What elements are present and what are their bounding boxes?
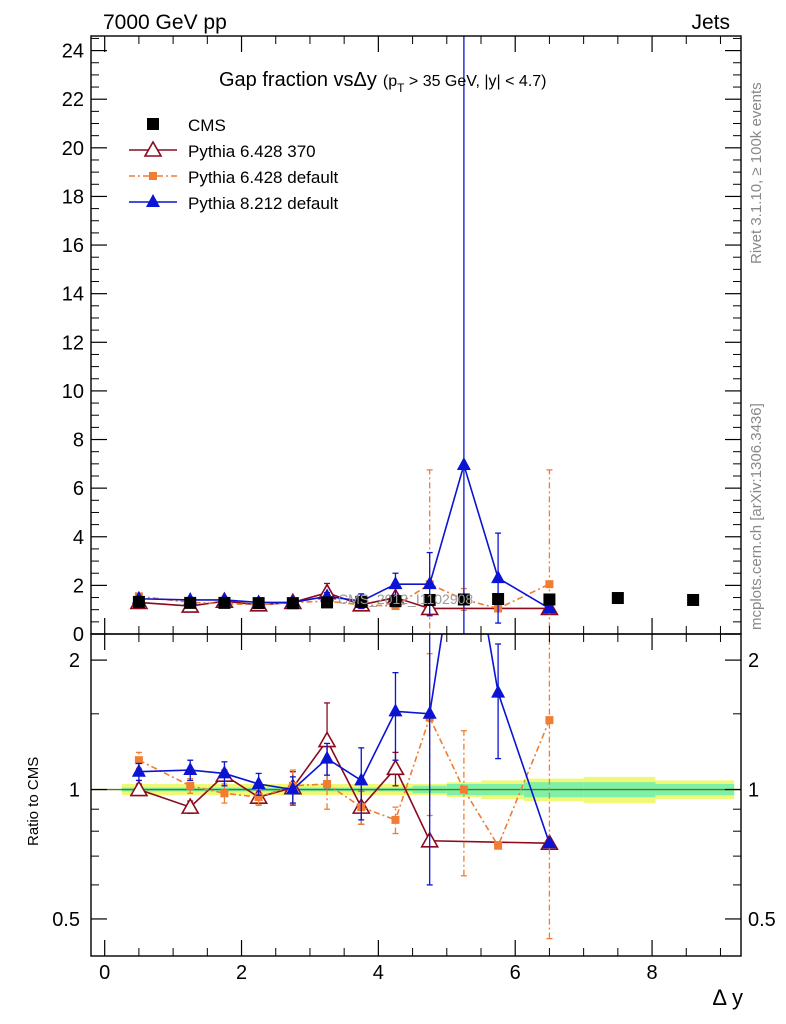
series-marker-ratio xyxy=(542,835,557,849)
header-energy-label: 7000 GeV pp xyxy=(103,11,227,34)
ratio-panel-frame xyxy=(90,633,742,957)
cms-data-point xyxy=(321,596,334,609)
y-tick-label: 4 xyxy=(73,527,84,549)
cms-data-point xyxy=(687,593,700,606)
series-line-main xyxy=(138,591,550,610)
x-axis-label: Δ y xyxy=(712,985,743,1010)
series-marker-ratio xyxy=(459,785,468,794)
legend-label: CMS xyxy=(188,116,226,135)
title-cut-rest: > 35 GeV, |y| < 4.7) xyxy=(404,73,546,90)
series-marker-ratio xyxy=(494,841,503,850)
series-marker-ratio xyxy=(131,763,146,777)
ratio-tick-label-right: 1 xyxy=(748,780,759,802)
cms-data-point xyxy=(611,592,624,605)
series-marker-ratio xyxy=(183,762,198,776)
ratio-y-axis-label: Ratio to CMS xyxy=(25,757,42,846)
ratio-tick-label-right: 2 xyxy=(748,650,759,672)
title-delta-y: Δy xyxy=(354,69,377,91)
x-tick-label: 4 xyxy=(373,962,384,984)
series-marker-main xyxy=(542,600,557,614)
cms-data-point xyxy=(492,592,505,605)
cms-data-point xyxy=(184,596,197,609)
ratio-panel-data xyxy=(129,634,559,940)
series-marker-ratio xyxy=(491,684,506,698)
series-marker-ratio xyxy=(388,703,403,717)
y-tick-label: 24 xyxy=(62,41,84,63)
y-tick-label: 20 xyxy=(62,138,84,160)
legend-marker xyxy=(143,140,163,157)
ratio-tick-label-left: 2 xyxy=(69,650,80,672)
cms-data-point xyxy=(423,593,436,606)
series-line-ratio xyxy=(138,715,551,848)
series-marker-ratio xyxy=(354,772,369,786)
y-tick-label: 18 xyxy=(62,186,84,208)
legend-marker xyxy=(146,194,160,207)
cms-data-point xyxy=(218,596,231,609)
series-marker-ratio xyxy=(251,776,266,790)
cms-data-point xyxy=(543,593,556,606)
mcplots-label: mcplots.cern.ch [arXiv:1306.3436] xyxy=(748,403,765,630)
legend-label: Pythia 8.212 default xyxy=(188,194,339,213)
series-marker-ratio xyxy=(186,781,195,790)
y-tick-label: 0 xyxy=(73,624,84,646)
series-marker-main xyxy=(388,576,403,590)
cms-data-point xyxy=(457,593,470,606)
cms-data-point xyxy=(132,595,145,608)
y-tick-label: 12 xyxy=(62,332,84,354)
y-tick-label: 14 xyxy=(62,284,84,306)
cms-data-point xyxy=(252,597,265,610)
x-tick-label: 8 xyxy=(646,962,657,984)
title-cut-open: (p xyxy=(383,73,397,90)
chart-title: Gap fraction vsΔy (pT > 35 GeV, |y| < 4.7… xyxy=(219,69,546,95)
series-marker-main xyxy=(456,457,471,471)
series-marker-ratio xyxy=(217,765,232,779)
analysis-watermark: CMS_2012_I1102908 xyxy=(338,591,473,607)
series-marker-main xyxy=(422,576,437,590)
legend-marker xyxy=(149,172,157,180)
y-tick-label: 22 xyxy=(62,89,84,111)
legend-marker xyxy=(147,118,159,130)
cms-data-point xyxy=(286,597,299,610)
series-marker-ratio xyxy=(134,756,143,765)
series-marker-ratio xyxy=(422,705,437,719)
y-tick-label: 6 xyxy=(73,478,84,500)
series-marker-ratio xyxy=(386,758,405,776)
series-marker-ratio xyxy=(323,780,332,789)
cms-data-point xyxy=(389,595,402,608)
legend-label: Pythia 6.428 default xyxy=(188,168,339,187)
main-panel-data xyxy=(129,36,700,634)
series-marker-ratio xyxy=(129,779,149,797)
legend: CMS Pythia 6.428 370 Pythia 6.428 default P… xyxy=(129,116,339,213)
rivet-version-label: Rivet 3.1.10, ≥ 100k events xyxy=(748,82,765,264)
series-line-main xyxy=(138,462,550,610)
y-tick-label: 8 xyxy=(73,430,84,452)
series-marker-ratio xyxy=(320,750,335,764)
series-marker-ratio xyxy=(391,815,400,824)
series-marker-ratio xyxy=(220,789,229,798)
ratio-tick-label-left: 1 xyxy=(69,780,80,802)
x-tick-label: 2 xyxy=(236,962,247,984)
series-marker-ratio xyxy=(254,793,263,802)
title-main: Gap fraction vs xyxy=(219,69,354,91)
series-marker-ratio xyxy=(180,797,200,814)
ratio-tick-label-right: 0.5 xyxy=(748,909,776,931)
header-process-label: Jets xyxy=(691,11,730,34)
series-marker-ratio xyxy=(545,716,554,725)
title-cut-subscript: T xyxy=(397,81,405,95)
x-tick-label: 0 xyxy=(99,962,110,984)
ratio-tick-label-left: 0.5 xyxy=(52,909,80,931)
y-tick-label: 10 xyxy=(62,381,84,403)
y-tick-label: 2 xyxy=(73,575,84,597)
series-marker-ratio xyxy=(285,781,300,795)
legend-label: Pythia 6.428 370 xyxy=(188,142,316,161)
series-marker-main xyxy=(545,580,554,589)
series-marker-main xyxy=(491,570,506,584)
y-tick-label: 16 xyxy=(62,235,84,257)
cms-data-point xyxy=(355,595,368,608)
series-line-ratio xyxy=(138,634,551,844)
x-tick-label: 6 xyxy=(510,962,521,984)
series-line-ratio xyxy=(138,739,550,845)
